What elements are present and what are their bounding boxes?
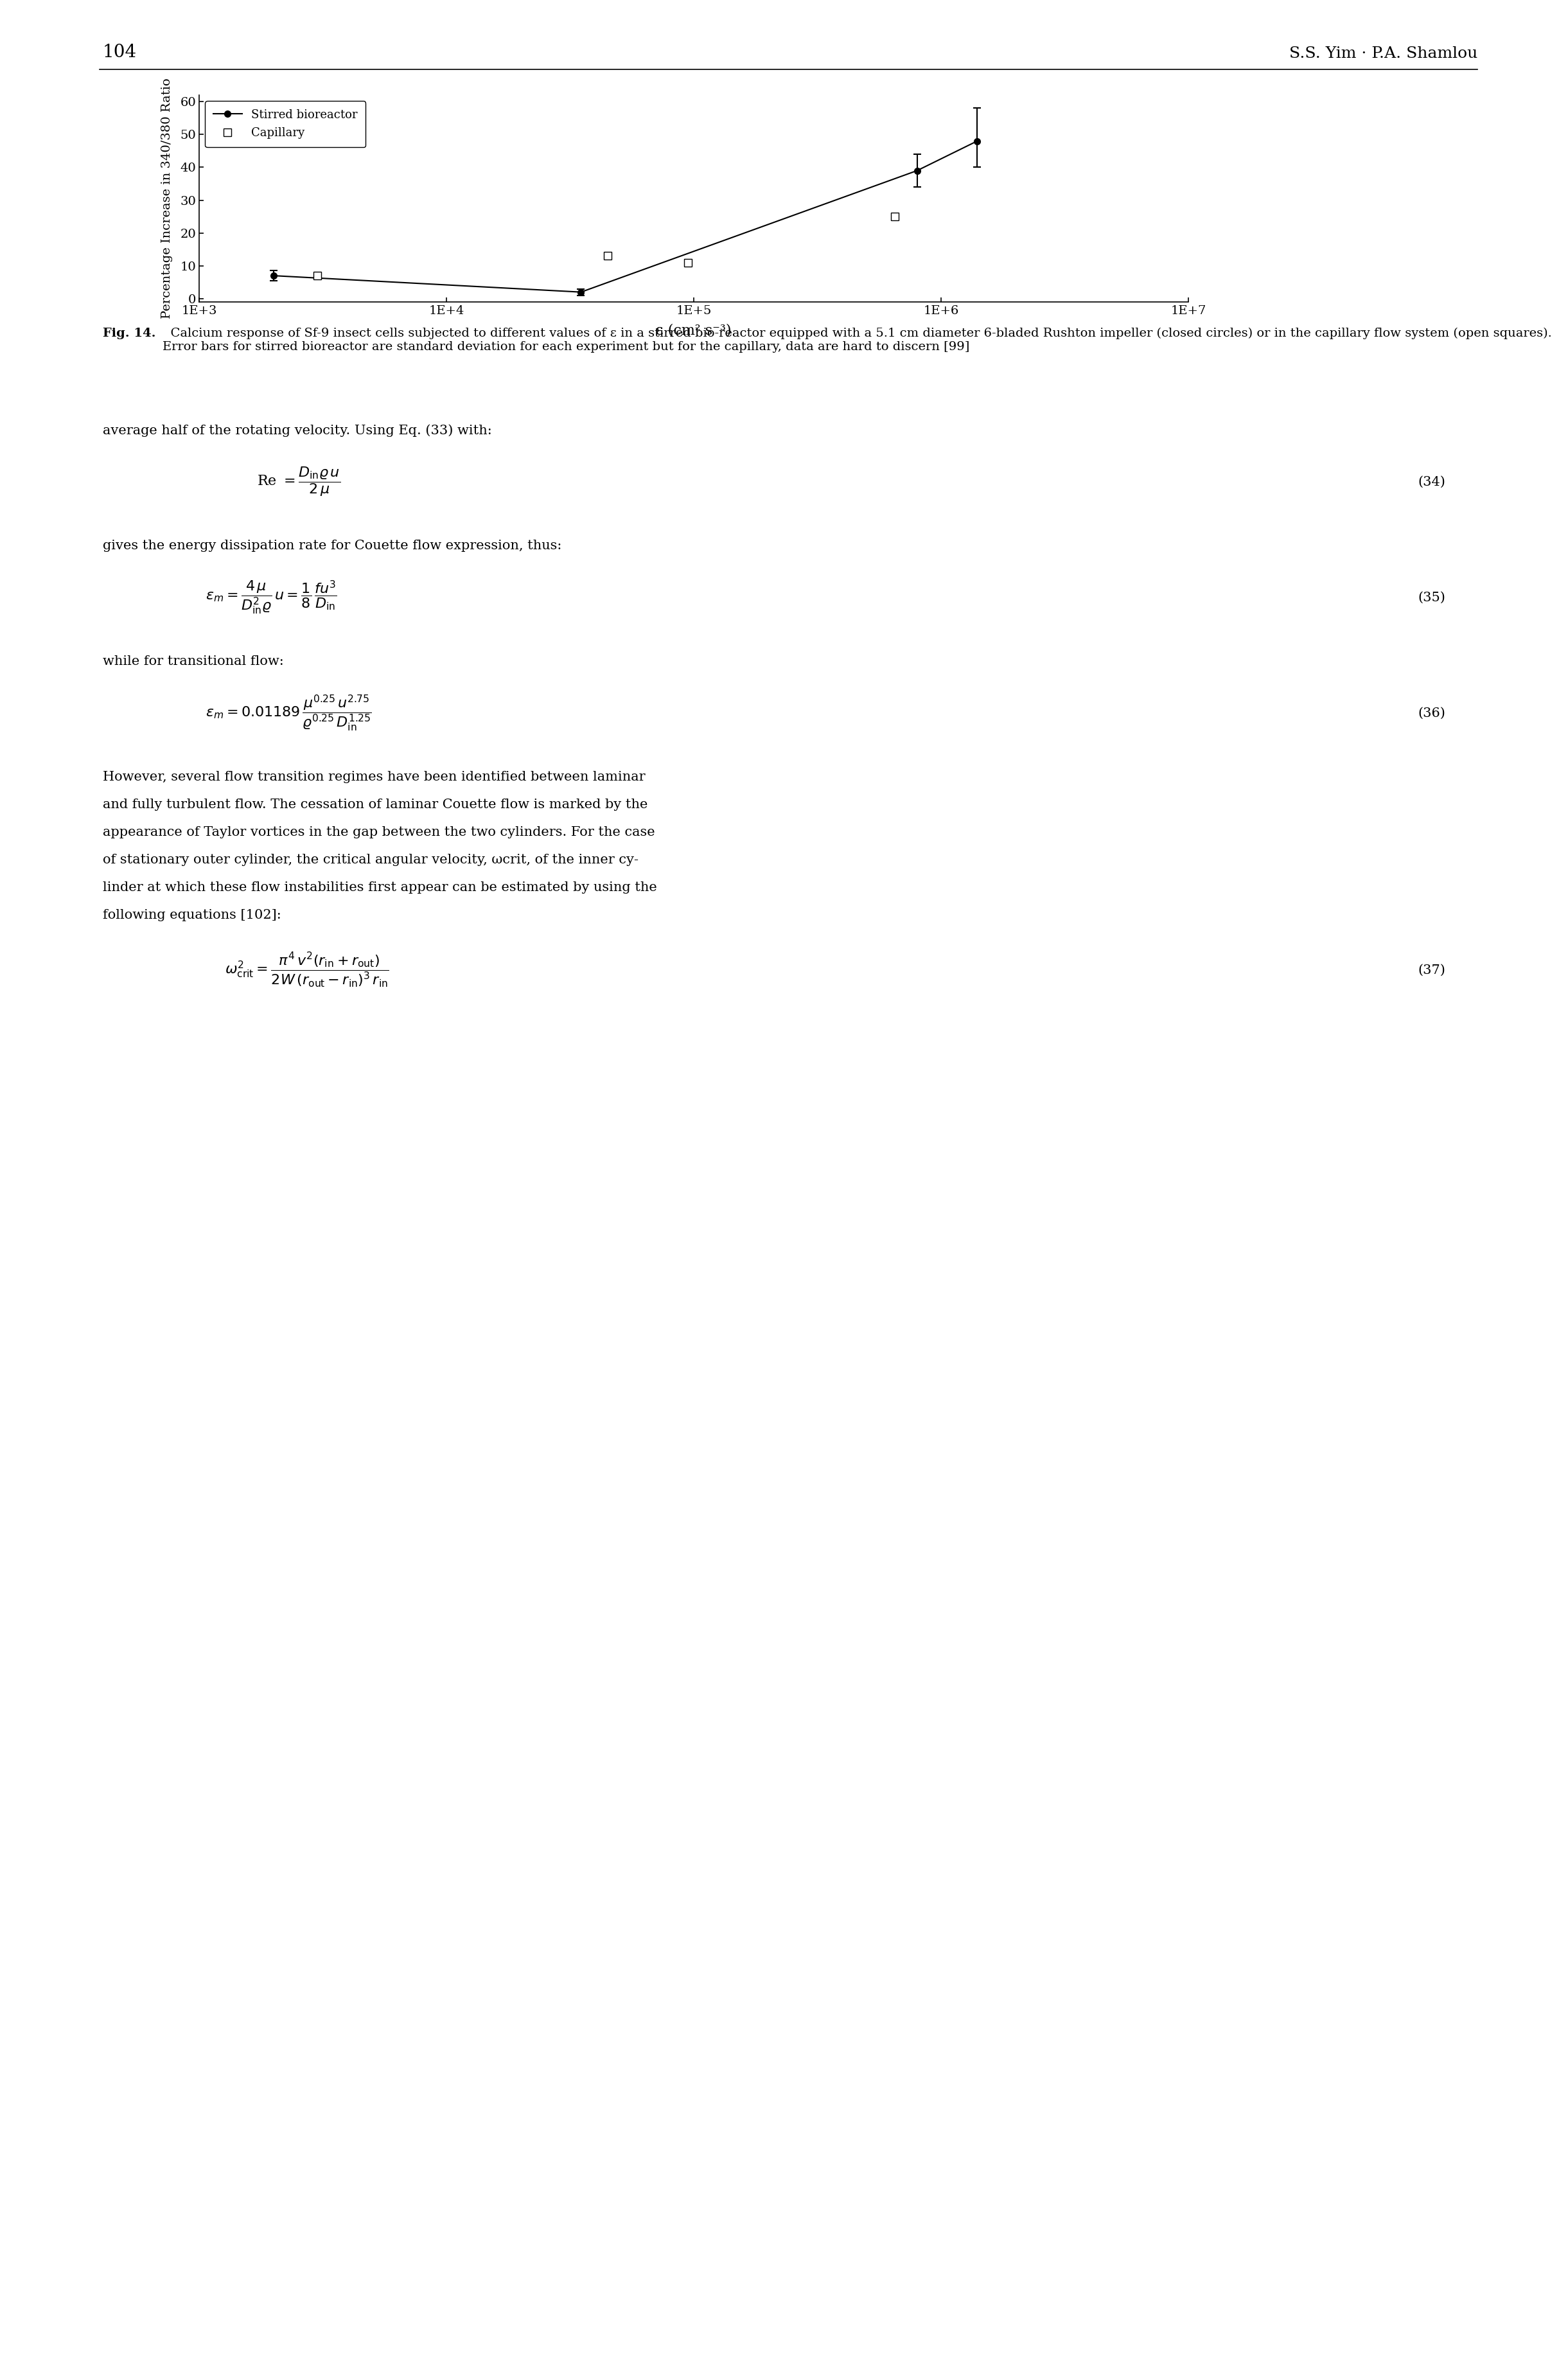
Text: average half of the rotating velocity. Using Eq. (33) with:: average half of the rotating velocity. U… — [103, 423, 492, 437]
X-axis label: ε (cm² s⁻³): ε (cm² s⁻³) — [655, 323, 732, 338]
Text: of stationary outer cylinder, the critical angular velocity, ωcrit, of the inner: of stationary outer cylinder, the critic… — [103, 853, 638, 865]
Text: 104: 104 — [103, 43, 136, 62]
Text: $\varepsilon_m = \dfrac{4\,\mu}{D_{\rm in}^2\varrho}\,u = \dfrac{1}{8}\,\dfrac{f: $\varepsilon_m = \dfrac{4\,\mu}{D_{\rm i… — [205, 580, 337, 616]
Text: while for transitional flow:: while for transitional flow: — [103, 656, 284, 668]
Y-axis label: Percentage Increase in 340/380 Ratio: Percentage Increase in 340/380 Ratio — [162, 78, 172, 319]
Text: following equations [102]:: following equations [102]: — [103, 908, 281, 922]
Text: Fig. 14.: Fig. 14. — [103, 328, 155, 340]
Text: $\omega^2_{\rm crit} = \dfrac{\pi^4\,v^2(r_{\rm in}+r_{\rm out})}{2W\,(r_{\rm ou: $\omega^2_{\rm crit} = \dfrac{\pi^4\,v^2… — [224, 951, 389, 989]
Text: Calcium response of Sf-9 insect cells subjected to different values of ε in a st: Calcium response of Sf-9 insect cells su… — [163, 328, 1552, 352]
Text: (35): (35) — [1417, 592, 1446, 604]
Text: S.S. Yim · P.A. Shamlou: S.S. Yim · P.A. Shamlou — [1289, 45, 1477, 62]
Text: Re $= \dfrac{D_{\rm in}\varrho\, u}{2\,\mu}$: Re $= \dfrac{D_{\rm in}\varrho\, u}{2\,\… — [257, 466, 340, 499]
Text: and fully turbulent flow. The cessation of laminar Couette flow is marked by the: and fully turbulent flow. The cessation … — [103, 799, 648, 811]
Text: appearance of Taylor vortices in the gap between the two cylinders. For the case: appearance of Taylor vortices in the gap… — [103, 827, 655, 839]
Text: $\varepsilon_m = 0.01189\,\dfrac{\mu^{0.25}\,u^{2.75}}{\varrho^{0.25}\,D_{\rm in: $\varepsilon_m = 0.01189\,\dfrac{\mu^{0.… — [205, 694, 372, 732]
Text: gives the energy dissipation rate for Couette flow expression, thus:: gives the energy dissipation rate for Co… — [103, 540, 561, 551]
Legend: Stirred bioreactor, Capillary: Stirred bioreactor, Capillary — [205, 100, 365, 147]
Text: However, several flow transition regimes have been identified between laminar: However, several flow transition regimes… — [103, 770, 646, 782]
Text: linder at which these flow instabilities first appear can be estimated by using : linder at which these flow instabilities… — [103, 882, 657, 894]
Text: (34): (34) — [1417, 475, 1446, 487]
Text: (37): (37) — [1417, 965, 1446, 977]
Text: (36): (36) — [1417, 706, 1446, 720]
